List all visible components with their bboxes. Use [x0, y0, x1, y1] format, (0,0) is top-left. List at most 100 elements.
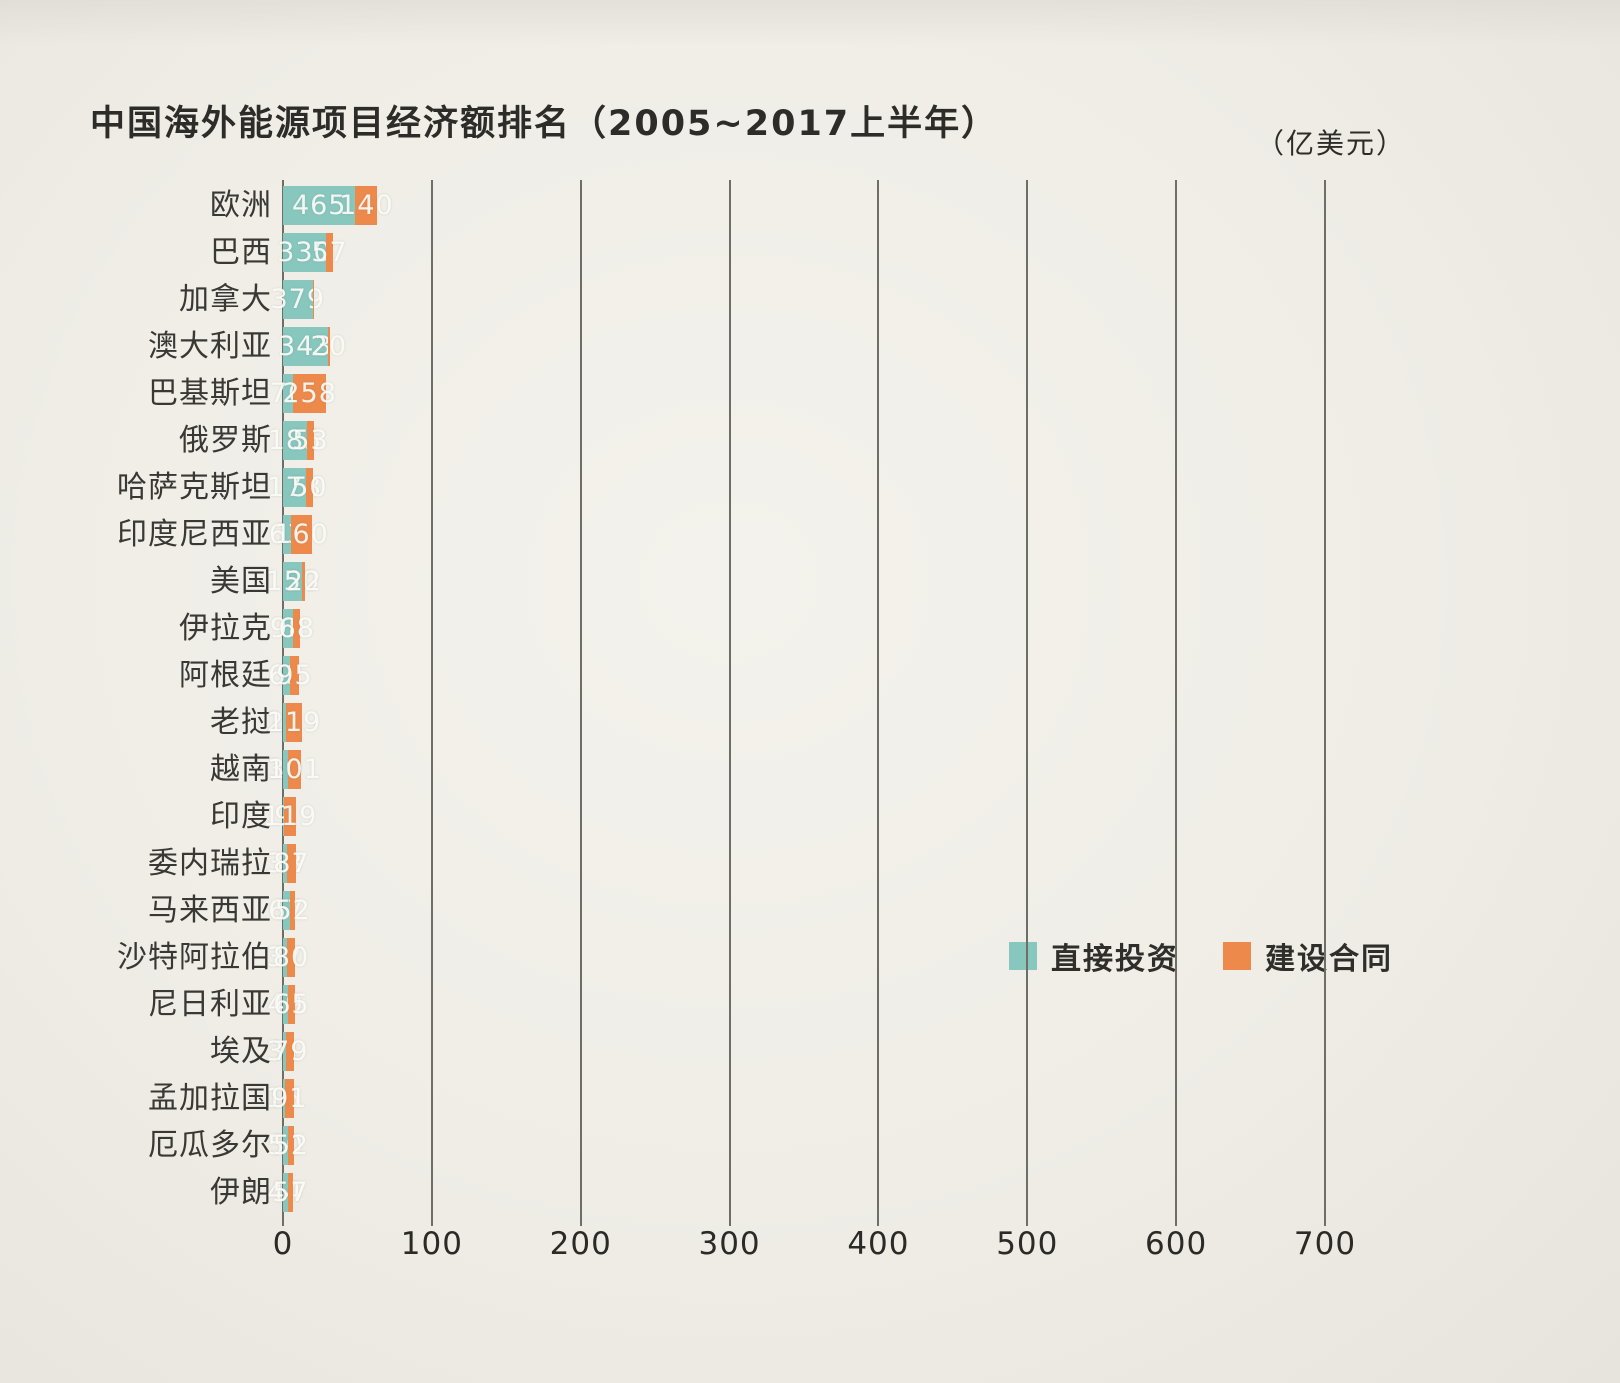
- bar-value-label: 52: [274, 895, 311, 926]
- bar-segment-direct-investment: 31: [266, 1032, 302, 1071]
- bar-segment-construction-contract: 140: [339, 186, 393, 225]
- bar-value-label: 15: [266, 1083, 302, 1114]
- bar-segment-construction-contract: 65: [273, 985, 309, 1024]
- bar-value-label: 80: [272, 942, 310, 973]
- bar-segment-direct-investment: 15: [266, 1079, 301, 1118]
- bar-segment-construction-contract: 53: [292, 421, 328, 460]
- bar-segment-construction-contract: 91: [271, 1079, 306, 1118]
- bar-segment-construction-contract: 119: [267, 703, 320, 742]
- bar-segment-direct-investment: 330: [277, 233, 331, 272]
- bar-row: 63 95: [268, 656, 356, 695]
- x-axis-tick-label: 700: [1293, 1226, 1357, 1262]
- x-axis: 0 100 200 300 400 500 600 700: [273, 1226, 1355, 1266]
- bar-row: 50 52: [267, 1126, 356, 1165]
- category-label: 美国: [210, 564, 272, 599]
- gridline: [728, 180, 731, 1226]
- bar-value-label: 258: [282, 378, 337, 409]
- bar-value-label: 38: [266, 848, 304, 879]
- bar-segment-direct-investment: 38: [267, 844, 302, 883]
- bar-segment-construction-contract: 52: [273, 1126, 308, 1165]
- bar-row: 31 79: [266, 1032, 356, 1071]
- bar-value-label: 140: [339, 190, 394, 221]
- bar-segment-construction-contract: 119: [263, 797, 316, 836]
- category-label: 老挝: [210, 705, 272, 740]
- x-axis-tick-label: 100: [400, 1226, 463, 1262]
- bar-segment-construction-contract: 95: [276, 656, 312, 695]
- bar-value-label: 91: [271, 1083, 308, 1114]
- bar-segment-construction-contract: 57: [311, 233, 347, 272]
- bar-value-label: 343: [278, 331, 333, 362]
- legend-item-construction-contract: 建设合同: [1223, 934, 1393, 978]
- legend: 直接投资 建设合同: [1009, 934, 1393, 978]
- bar-segment-direct-investment: 49: [267, 985, 303, 1024]
- legend-item-direct-investment: 直接投资: [1009, 934, 1179, 978]
- bar-row: 343 20: [278, 327, 374, 366]
- gridline: [1324, 180, 1326, 1226]
- bar-segment-direct-investment: 150: [265, 562, 319, 601]
- bar-value-label: 65: [273, 989, 310, 1020]
- bar-row: 379: [271, 280, 338, 319]
- bar-value-label: 68: [278, 613, 315, 644]
- bar-value-label: 101: [267, 754, 322, 785]
- bar-row: 63 160: [269, 515, 374, 554]
- bar-value-label: 44: [267, 1177, 304, 1208]
- plot-area: 直接投资 建设合同 465 140 330 57 379 343 20 76 258 185 53 1…: [263, 180, 1391, 1226]
- unit-label: （亿美元）: [1256, 127, 1407, 160]
- bar-value-label: 20: [310, 331, 348, 362]
- bar-value-label: 52: [272, 1130, 310, 1161]
- gridline: [430, 180, 433, 1226]
- bar-value-label: 79: [272, 1036, 309, 1067]
- category-label: 加拿大: [179, 282, 272, 317]
- bar-row: 98 68: [270, 609, 356, 648]
- bar-value-label: 330: [277, 237, 332, 268]
- category-label: 巴基斯坦: [148, 376, 272, 411]
- bar-value-label: 22: [285, 566, 323, 597]
- bar-value-label: 67: [268, 895, 305, 926]
- category-label: 印度尼西亚: [117, 517, 272, 552]
- bar-value-label: 57: [272, 1177, 309, 1208]
- gridline: [877, 180, 880, 1226]
- bar-row: 76 258: [270, 374, 374, 413]
- bar-segment-direct-investment: 379: [271, 280, 324, 319]
- gridline: [579, 180, 582, 1226]
- category-label: 巴西: [210, 235, 272, 270]
- bar-value-label: 119: [266, 707, 322, 738]
- bar-row: 150 22: [265, 562, 374, 601]
- bar-segment-direct-investment: 44: [267, 1173, 302, 1212]
- bar-segment-construction-contract: 87: [273, 844, 309, 883]
- gridline: [1175, 180, 1178, 1226]
- bar-segment-construction-contract: 68: [279, 609, 314, 648]
- x-axis-tick-label: 300: [698, 1226, 761, 1262]
- x-axis-tick-label: 200: [549, 1226, 612, 1262]
- bar-value-label: 160: [274, 519, 329, 550]
- bar-row: 330 57: [277, 233, 374, 272]
- bar-row: 465 140: [283, 186, 393, 225]
- bar-row: 178 50: [267, 468, 374, 507]
- category-label: 马来西亚: [148, 893, 272, 928]
- x-axis-tick-label: 400: [847, 1226, 910, 1262]
- bar-segment-direct-investment: 50: [267, 1126, 303, 1165]
- bar-segment-direct-investment: 343: [278, 327, 332, 366]
- bar-row: 1591: [266, 1079, 356, 1118]
- gridline: [1026, 180, 1029, 1226]
- bar-value-label: 50: [291, 472, 328, 503]
- bar-value-label: 49: [267, 989, 304, 1020]
- bar-row: 49 65: [267, 985, 356, 1024]
- bar-value-label: 53: [292, 425, 329, 456]
- bar-value-label: 379: [270, 284, 326, 315]
- category-labels-column: 欧洲 巴西 加拿大 澳大利亚 巴基斯坦 俄罗斯 哈萨克斯坦 印度尼西亚 美国 伊拉克 阿根廷 老挝 越南…: [0, 182, 272, 1216]
- x-axis-tick-label: 500: [996, 1226, 1059, 1262]
- bar-segment-direct-investment: 67: [268, 891, 304, 930]
- x-axis-tick-label: 0: [272, 1226, 294, 1262]
- category-label: 阿根廷: [179, 658, 272, 693]
- category-label: 哈萨克斯坦: [117, 470, 272, 505]
- bar-value-label: 119: [262, 801, 318, 832]
- bar-value-label: 465: [291, 190, 347, 221]
- category-label: 澳大利亚: [148, 329, 272, 364]
- category-label: 埃及: [210, 1034, 272, 1069]
- bar-row: 39 101: [267, 750, 374, 789]
- bar-row: 26 119: [267, 703, 374, 742]
- bar-segment-construction-contract: 80: [273, 938, 308, 977]
- bar-value-label: 50: [267, 1130, 304, 1161]
